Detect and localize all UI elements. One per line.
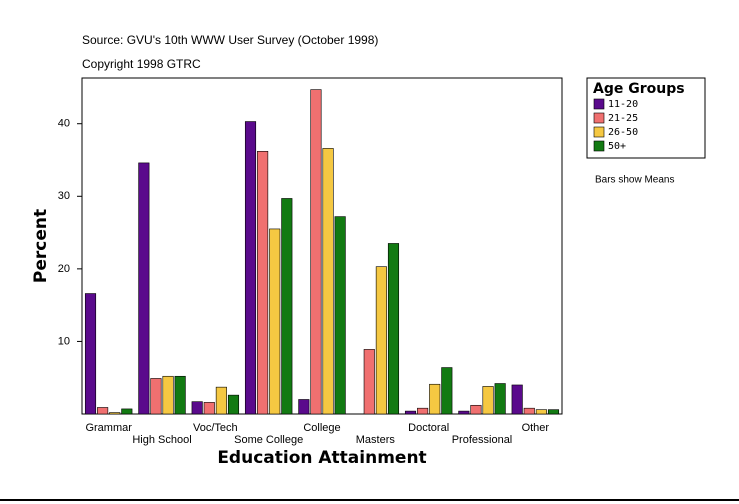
bar	[417, 407, 429, 415]
legend-swatch	[593, 112, 605, 124]
bar	[494, 383, 506, 415]
bar	[547, 409, 560, 415]
bar	[203, 402, 215, 415]
bar	[458, 410, 470, 415]
note: Bars show Means	[595, 175, 674, 186]
legend-swatch	[593, 140, 605, 152]
legend: Age Groups	[586, 77, 706, 159]
legend-swatch	[593, 126, 605, 138]
bar	[138, 162, 150, 415]
bar	[121, 408, 133, 415]
plot-frame	[81, 77, 563, 415]
bar	[84, 293, 97, 415]
bar	[150, 378, 162, 415]
bar	[375, 266, 387, 415]
bar	[174, 375, 186, 415]
bar	[441, 367, 453, 415]
bar	[244, 121, 257, 415]
bar	[322, 148, 334, 415]
bar	[281, 198, 293, 415]
legend-swatch	[593, 98, 605, 110]
x-tick-label: High School	[132, 434, 191, 446]
x-tick-label: Masters	[356, 434, 396, 446]
bar	[404, 410, 417, 415]
legend-label: 50+	[608, 141, 626, 152]
bar	[511, 384, 523, 415]
bar	[97, 407, 109, 415]
x-tick-label: Voc/Tech	[193, 422, 238, 434]
x-tick-label: Professional	[452, 434, 513, 446]
y-tick-label: 30	[58, 190, 70, 202]
bar	[535, 409, 547, 415]
bar	[334, 216, 346, 415]
bar	[191, 401, 203, 415]
copyright: Copyright 1998 GTRC	[82, 57, 201, 71]
y-tick-label: 20	[58, 263, 70, 275]
legend-box	[586, 77, 706, 159]
bar	[482, 386, 494, 415]
bar	[470, 404, 482, 415]
bar	[429, 383, 441, 415]
legend-label: 26-50	[608, 127, 638, 138]
bar	[387, 243, 400, 415]
legend-label: 21-25	[608, 113, 638, 124]
bar	[162, 375, 174, 415]
y-axis-title: Percent	[31, 209, 51, 283]
x-tick-label: Some College	[234, 434, 303, 446]
bar	[109, 412, 121, 415]
bar	[215, 386, 227, 415]
bar	[363, 349, 375, 415]
source: Source: GVU's 10th WWW User Survey (Octo…	[82, 33, 378, 47]
bar	[310, 89, 322, 415]
bar	[227, 394, 240, 415]
legend-title: Age Groups	[593, 81, 685, 97]
x-axis-title: Education Attainment	[217, 448, 426, 468]
bar	[298, 399, 310, 415]
x-tick-label: Doctoral	[408, 422, 449, 434]
x-tick-label: Grammar	[85, 422, 132, 434]
bar	[269, 228, 281, 415]
legend-label: 11-20	[608, 99, 638, 110]
bar	[257, 150, 269, 415]
bar	[523, 407, 535, 415]
y-tick-label: 10	[58, 335, 70, 347]
x-tick-label: College	[303, 422, 340, 434]
x-tick-label: Other	[522, 422, 550, 434]
y-tick-label: 40	[58, 118, 70, 130]
